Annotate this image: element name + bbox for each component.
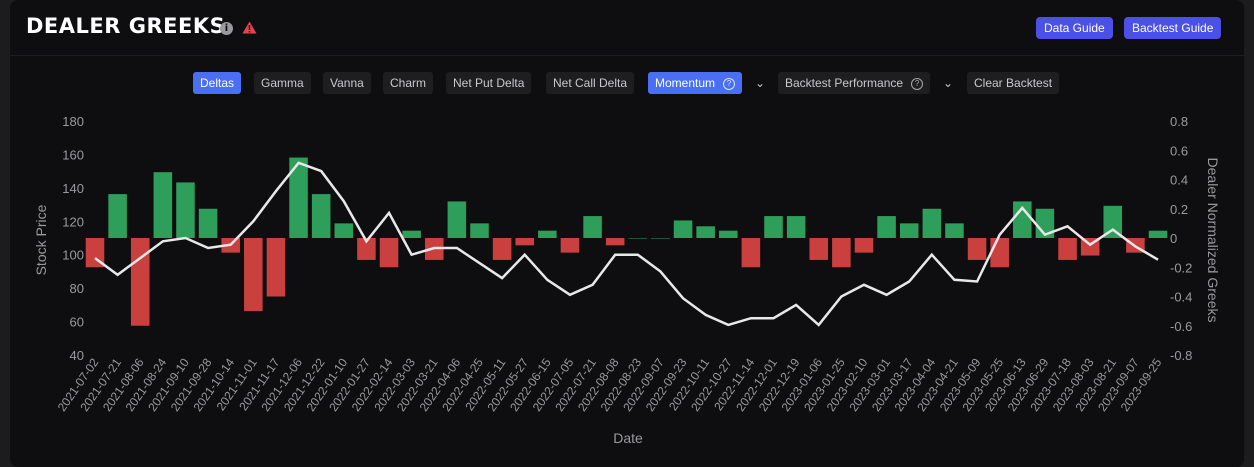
left-tick-label: 40: [70, 348, 84, 363]
greek-bar: [153, 172, 173, 238]
tab-net-put-delta-label: Net Put Delta: [453, 76, 525, 90]
greek-bar: [470, 223, 489, 238]
backtest-guide-button[interactable]: Backtest Guide: [1124, 17, 1222, 39]
greek-bar: [786, 216, 806, 238]
greek-bar: [266, 238, 286, 297]
tab-momentum[interactable]: Momentum?: [648, 72, 743, 94]
greeks-bars: [85, 157, 1168, 326]
greek-bar: [877, 216, 896, 238]
help-icon[interactable]: ?: [723, 77, 736, 90]
greek-bar: [1013, 201, 1032, 238]
greek-bar: [854, 238, 874, 253]
greek-bar: [583, 216, 602, 238]
right-tick-label: -0.8: [1170, 348, 1192, 363]
greek-bar: [538, 230, 557, 238]
tab-charm-label: Charm: [390, 76, 427, 90]
greek-bar: [899, 223, 919, 238]
greek-bar: [560, 238, 580, 253]
tab-vanna[interactable]: Vanna: [323, 72, 371, 94]
left-tick-label: 160: [62, 147, 84, 162]
greek-bar: [108, 194, 127, 238]
right-tick-label: -0.6: [1170, 319, 1192, 334]
tab-deltas-label: Deltas: [200, 76, 235, 90]
tab-gamma[interactable]: Gamma: [254, 72, 311, 94]
stock-price-line: [94, 161, 1159, 327]
greek-bar: [651, 238, 670, 239]
greek-bar: [515, 238, 534, 246]
left-axis-title: Stock Price: [33, 204, 49, 275]
tab-gamma-label: Gamma: [261, 76, 304, 90]
left-tick-label: 140: [62, 181, 84, 196]
right-tick-label: 0.2: [1170, 202, 1188, 217]
x-axis-title: Date: [613, 430, 643, 446]
chevron-down-icon[interactable]: ⌄: [755, 76, 766, 90]
right-tick-label: 0.4: [1170, 173, 1188, 188]
greek-bar: [673, 220, 693, 238]
greek-bar: [244, 238, 263, 312]
header-divider: [10, 55, 1244, 56]
left-tick-label: 100: [62, 248, 84, 263]
tab-clear-backtest[interactable]: Clear Backtest: [967, 72, 1060, 94]
chevron-down-icon[interactable]: ⌄: [943, 76, 954, 90]
right-tick-label: 0: [1170, 231, 1177, 246]
greek-bar: [764, 216, 783, 238]
tab-deltas[interactable]: Deltas: [193, 72, 242, 94]
greek-bar: [130, 238, 150, 326]
greek-bar: [492, 238, 512, 260]
greek-bar: [357, 238, 376, 260]
greek-bar: [289, 157, 308, 238]
tab-vanna-label: Vanna: [330, 76, 364, 90]
left-tick-label: 120: [62, 214, 84, 229]
greek-bar: [628, 238, 648, 239]
tab-backtest-performance-label: Backtest Performance: [785, 76, 904, 90]
greek-bar: [809, 238, 829, 260]
greek-bar: [696, 226, 715, 238]
right-tick-label: 0.8: [1170, 114, 1188, 129]
right-tick-label: 0.6: [1170, 143, 1188, 158]
greek-bar: [1103, 205, 1123, 238]
tab-backtest-performance[interactable]: Backtest Performance?: [778, 72, 931, 94]
help-icon[interactable]: ?: [911, 77, 924, 90]
greek-bar: [1058, 238, 1077, 260]
right-axis-ticks: 0.8 0.6 0.4 0.2 0 -0.2 -0.4 -0.6 -0.8: [1170, 114, 1192, 363]
greek-bar: [447, 201, 467, 238]
greek-bar: [719, 230, 738, 238]
right-tick-label: -0.2: [1170, 260, 1192, 275]
tab-clear-backtest-label: Clear Backtest: [974, 76, 1053, 90]
greek-bar: [741, 238, 761, 268]
tab-net-call-delta[interactable]: Net Call Delta: [546, 72, 635, 94]
tab-net-call-delta-label: Net Call Delta: [553, 76, 628, 90]
data-guide-button[interactable]: Data Guide: [1036, 17, 1113, 39]
greek-bar: [85, 238, 105, 268]
left-tick-label: 180: [62, 114, 84, 129]
left-tick-label: 80: [70, 281, 84, 296]
greek-bar: [176, 182, 195, 238]
left-axis-ticks: 180 160 140 120 100 80 60 40: [62, 114, 84, 363]
warning-icon[interactable]: [242, 21, 257, 34]
page-title: DEALER GREEKS: [26, 14, 226, 38]
greek-bar: [334, 223, 354, 238]
right-axis-title: Dealer Normalized Greeks: [1205, 158, 1221, 323]
left-tick-label: 60: [70, 315, 84, 330]
greek-bar: [198, 208, 218, 238]
greek-bar: [402, 230, 421, 238]
greek-bar: [922, 208, 942, 238]
greek-bar: [1148, 230, 1168, 238]
tab-net-put-delta[interactable]: Net Put Delta: [446, 72, 532, 94]
tab-charm[interactable]: Charm: [383, 72, 434, 94]
greek-bar: [967, 238, 987, 260]
greek-bar: [990, 238, 1009, 268]
greek-bar: [605, 238, 625, 246]
right-tick-label: -0.4: [1170, 290, 1192, 305]
greek-bar: [311, 194, 331, 238]
greek-bar: [379, 238, 399, 268]
x-axis-ticks: 2021-07-022021-07-212021-08-062021-08-24…: [55, 355, 1165, 414]
greek-bar: [832, 238, 851, 268]
tab-momentum-label: Momentum: [655, 76, 716, 90]
info-icon[interactable]: i: [220, 22, 233, 35]
greek-bar: [945, 223, 964, 238]
